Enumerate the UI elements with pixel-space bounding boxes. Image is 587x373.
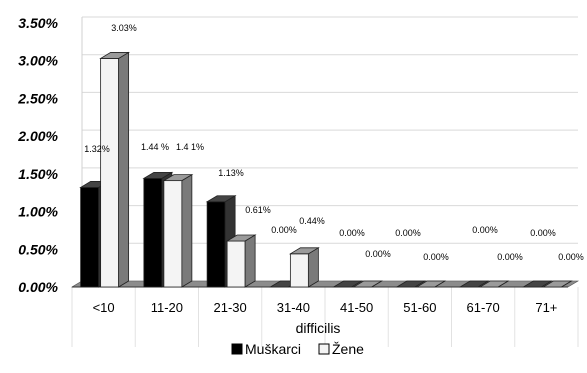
y-tick-label: 2.50% [17, 90, 58, 106]
y-tick-label: 2.00% [17, 128, 58, 144]
bar-zene-1-front [100, 58, 120, 288]
bar-zene-7-top [478, 280, 510, 288]
bar-zene-6-top [415, 280, 447, 288]
bar-zene-4 [288, 247, 320, 288]
data-label: 1.4 1% [176, 142, 204, 152]
data-label: 0.61% [245, 205, 271, 215]
bar-zene-3-side [244, 234, 256, 288]
data-labels: 1.32% 1.44 % 1.13% 0.00% 0.00% 0.00% 0.00% 0.00… [84, 23, 584, 262]
bar-zene-8 [541, 280, 573, 288]
bar-muskarci-5-top [332, 280, 364, 288]
x-tick-label: 41-50 [340, 300, 373, 315]
x-axis-label: difficilis [296, 320, 341, 336]
bar-zene-4-front [289, 253, 309, 288]
data-label: 0.00% [339, 228, 365, 238]
y-tick-label: 0.00% [18, 279, 58, 295]
y-tick-labels: 0.00% 0.50% 1.00% 1.50% 2.00% 2.50% 3.00% 3.50% [17, 15, 58, 295]
bar-muskarci-3-front [206, 201, 226, 288]
x-tick-label: 11-20 [151, 300, 183, 315]
legend-swatch-zene [318, 343, 330, 355]
bar-zene-3-front [226, 240, 246, 288]
bar-zene-4-side [307, 247, 319, 288]
data-label: 0.00% [497, 252, 523, 262]
y-tick-label: 0.50% [18, 241, 58, 257]
bar-zene-5 [352, 280, 384, 288]
y-tick-label: 3.00% [18, 53, 58, 69]
bar-zene-1-top [99, 52, 131, 59]
legend-label-zene: Žene [332, 341, 364, 357]
data-label: 3.03% [111, 23, 137, 33]
bar-muskarci-6 [395, 280, 427, 288]
legend-label-muskarci: Muškarci [245, 341, 301, 357]
x-tick-labels: <10 11-20 21-30 31-40 41-50 51-60 61-70 71+ [93, 300, 558, 315]
legend-swatch-muskarci [231, 343, 243, 355]
bar-zene-1-side [118, 51, 130, 288]
data-label: 0.00% [395, 228, 421, 238]
y-tick-label: 3.50% [18, 15, 58, 31]
data-label: 0.00% [472, 225, 498, 235]
bars [79, 51, 573, 288]
bar-muskarci-2-front [143, 177, 163, 288]
bar-zene-3-top [225, 234, 257, 242]
bar-muskarci-3-top [205, 195, 237, 203]
bar-muskarci-6-top [395, 280, 427, 288]
data-label: 1.32% [84, 144, 110, 154]
data-label: 0.00% [530, 228, 556, 238]
bar-zene-4-top [288, 247, 320, 255]
bar-muskarci-5 [332, 280, 364, 288]
bar-muskarci-7 [458, 280, 490, 288]
y-tick-label: 1.50% [18, 166, 58, 182]
data-label: 0.00% [558, 252, 584, 262]
bar-zene-3 [225, 234, 257, 288]
data-label: 1.44 % [141, 142, 169, 152]
y-tick-label: 1.00% [18, 204, 58, 220]
bar-zene-7 [478, 280, 510, 288]
bar-zene-2-side [181, 173, 193, 288]
x-tick-label: 71+ [535, 300, 557, 315]
data-label: 1.13% [218, 168, 244, 178]
legend: Muškarci Žene [231, 341, 364, 357]
x-tick-label: <10 [93, 300, 115, 315]
data-label: 0.00% [365, 249, 391, 259]
x-tick-label: 61-70 [467, 300, 500, 315]
data-label: 0.00% [423, 252, 449, 262]
bar-zene-2-front [163, 180, 183, 288]
bar-muskarci-7-top [458, 280, 490, 288]
x-tick-label: 21-30 [214, 300, 247, 315]
bar-muskarci-8-top [521, 280, 553, 288]
bar-zene-5-top [352, 280, 384, 288]
data-label: 0.00% [271, 225, 297, 235]
bar-zene-6 [415, 280, 447, 288]
bar-zene-1 [99, 51, 131, 288]
x-tick-label: 31-40 [277, 300, 310, 315]
bar-muskarci-1-front [80, 187, 100, 288]
bar-muskarci-8 [521, 280, 553, 288]
data-label: 0.44% [299, 216, 325, 226]
bar-zene-2 [162, 173, 194, 288]
bar-muskarci-2-top [142, 171, 174, 179]
bar-zene-8-top [541, 280, 573, 288]
x-tick-label: 51-60 [403, 300, 436, 315]
bar-zene-2-top [162, 174, 194, 182]
